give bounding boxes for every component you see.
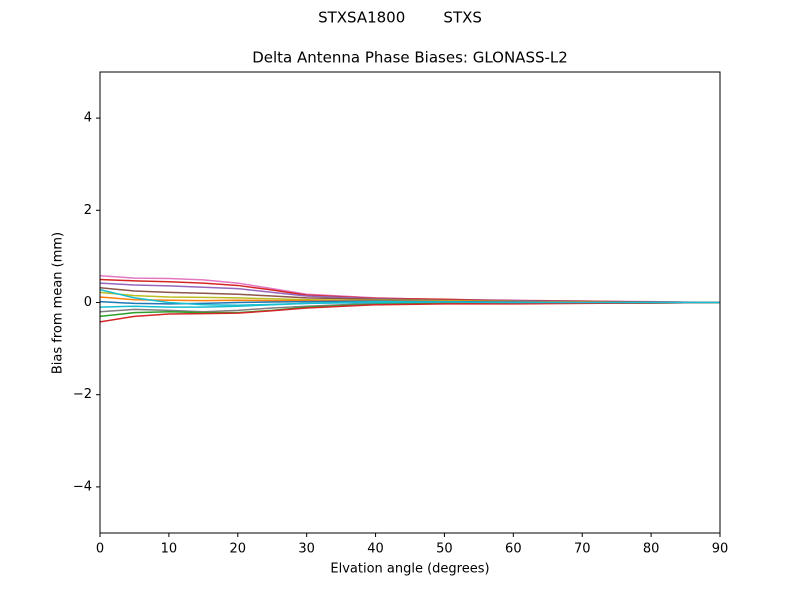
x-tick-label: 10: [161, 542, 178, 557]
y-tick-label: 0: [84, 295, 92, 310]
x-axis-label: Elvation angle (degrees): [330, 562, 489, 577]
x-tick-label: 30: [298, 542, 315, 557]
x-tick-label: 40: [367, 542, 384, 557]
x-tick-label: 90: [712, 542, 729, 557]
x-tick-label: 70: [574, 542, 591, 557]
x-tick-label: 0: [96, 542, 104, 557]
x-tick-label: 60: [505, 542, 522, 557]
y-tick-label: 4: [84, 111, 92, 126]
y-tick-label: −4: [73, 479, 92, 494]
suptitle: STXSA1800 STXS: [318, 9, 482, 27]
x-tick-label: 20: [230, 542, 247, 557]
series-line: [99, 301, 721, 323]
y-tick-label: 2: [84, 203, 92, 218]
plot-area: [99, 275, 721, 323]
x-tick-label: 80: [643, 542, 660, 557]
chart-title: Delta Antenna Phase Biases: GLONASS-L2: [252, 49, 568, 67]
x-tick-label: 50: [436, 542, 453, 557]
y-axis-label: Bias from mean (mm): [51, 232, 66, 374]
y-tick-label: −2: [73, 387, 92, 402]
series-line: [99, 288, 720, 307]
